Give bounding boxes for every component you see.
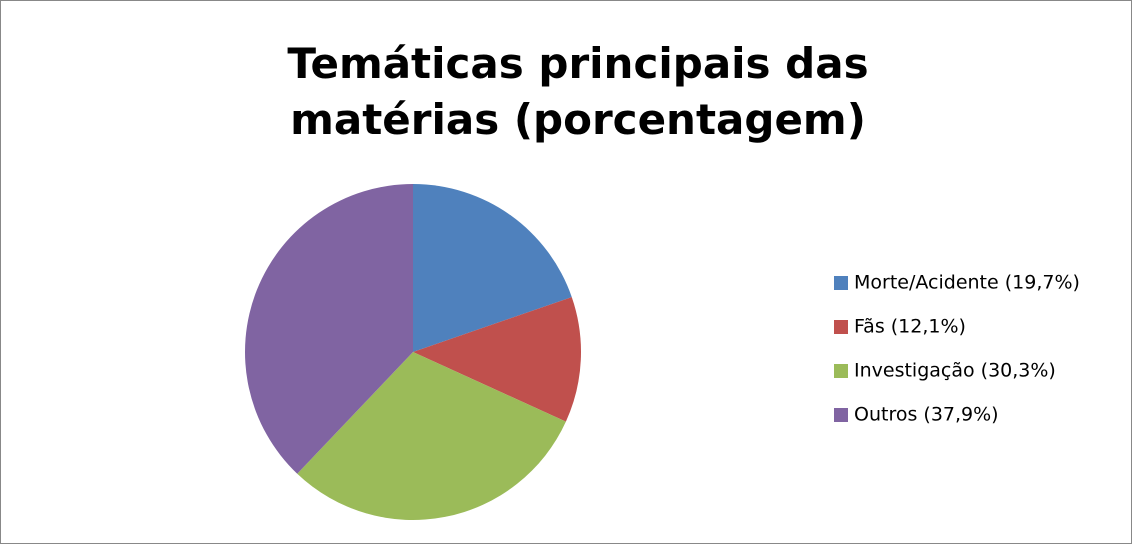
- legend-swatch: [834, 364, 848, 378]
- pie-slice: [413, 297, 581, 422]
- legend-label: Outros (37,9%): [854, 404, 999, 426]
- pie-slice: [413, 184, 572, 352]
- legend-swatch: [834, 276, 848, 290]
- legend-label: Investigação (30,3%): [854, 360, 1056, 382]
- legend-label: Morte/Acidente (19,7%): [854, 272, 1080, 294]
- legend-swatch: [834, 320, 848, 334]
- legend-label: Fãs (12,1%): [854, 316, 966, 338]
- chart-title: Temáticas principais das matérias (porce…: [287, 39, 869, 144]
- pie-slice: [297, 352, 566, 521]
- legend-swatch: [834, 408, 848, 422]
- pie-slice: [244, 184, 413, 474]
